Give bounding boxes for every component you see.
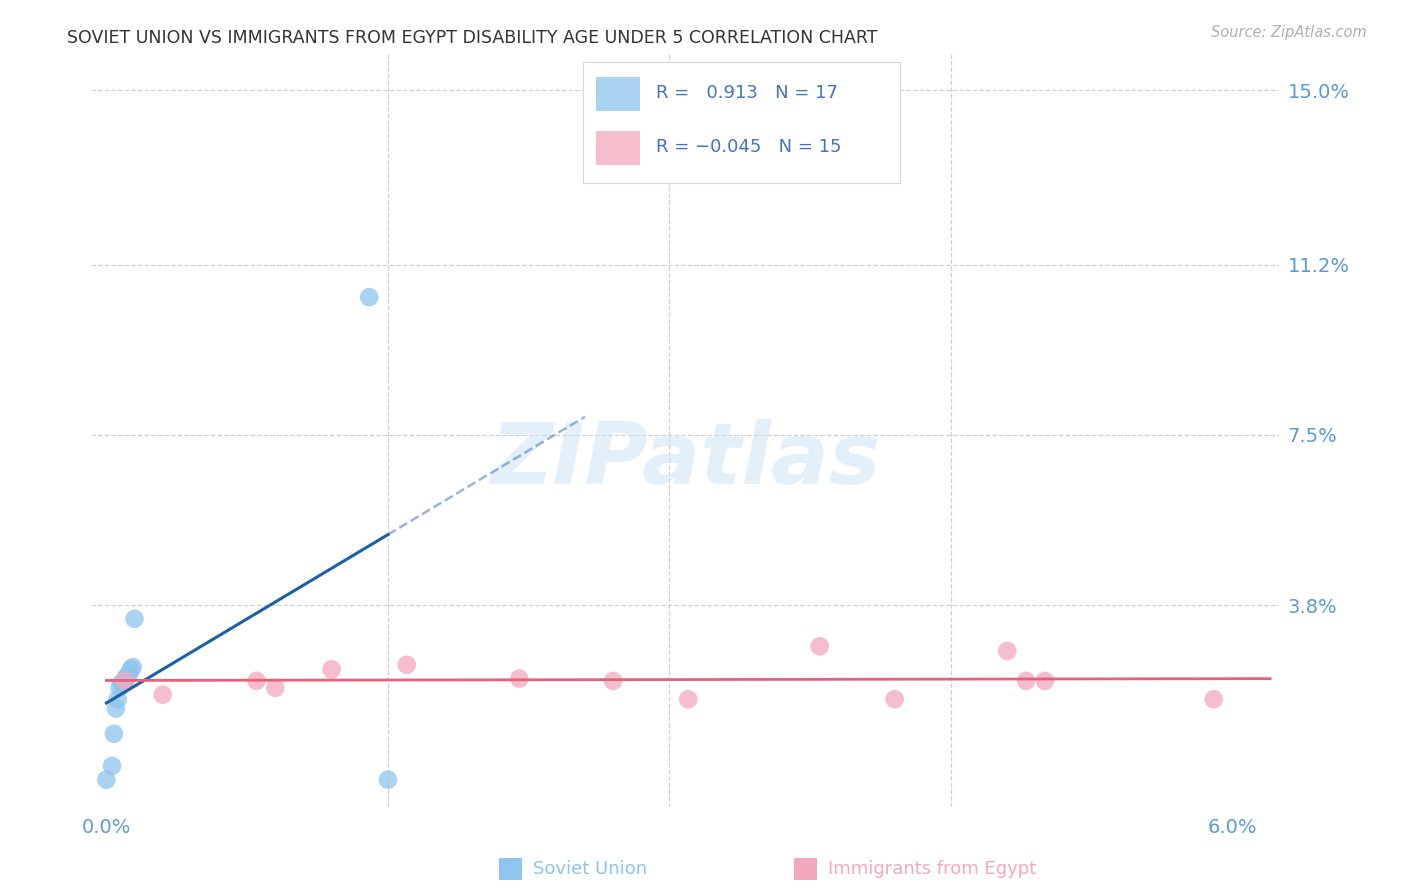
Point [602,673,624,688]
Point [152,688,174,702]
Point [995,644,1018,658]
Text: R =   0.913   N = 17: R = 0.913 N = 17 [657,84,838,102]
Point [112,676,135,690]
Text: ZIPatlas: ZIPatlas [491,419,880,502]
Point [678,692,700,706]
Point [1015,673,1038,688]
Point [264,681,287,695]
Point [114,673,136,688]
Text: R = −0.045   N = 15: R = −0.045 N = 15 [657,137,842,156]
Point [114,672,136,686]
Point [321,662,343,676]
Text: Source: ZipAtlas.com: Source: ZipAtlas.com [1211,25,1367,40]
Point [108,681,131,695]
Point [808,640,831,654]
Point [120,662,142,676]
Point [96,772,118,787]
Point [883,692,905,706]
Bar [596,77,641,111]
Point [110,676,132,690]
Point [395,657,418,672]
Bar [596,131,641,165]
Point [245,673,267,688]
Point [124,612,146,626]
Point [114,673,136,688]
Point [104,701,127,715]
Point [508,672,530,686]
Point [107,692,129,706]
Point [121,660,143,674]
Point [359,290,381,304]
Point [1033,673,1056,688]
Text: SOVIET UNION VS IMMIGRANTS FROM EGYPT DISABILITY AGE UNDER 5 CORRELATION CHART: SOVIET UNION VS IMMIGRANTS FROM EGYPT DI… [67,29,877,46]
Point [115,669,138,683]
Text: Soviet Union: Soviet Union [533,860,647,879]
Point [101,759,124,773]
Point [118,667,141,681]
Text: Immigrants from Egypt: Immigrants from Egypt [828,860,1036,879]
Point [1202,692,1225,706]
Point [103,727,125,741]
Point [377,772,399,787]
